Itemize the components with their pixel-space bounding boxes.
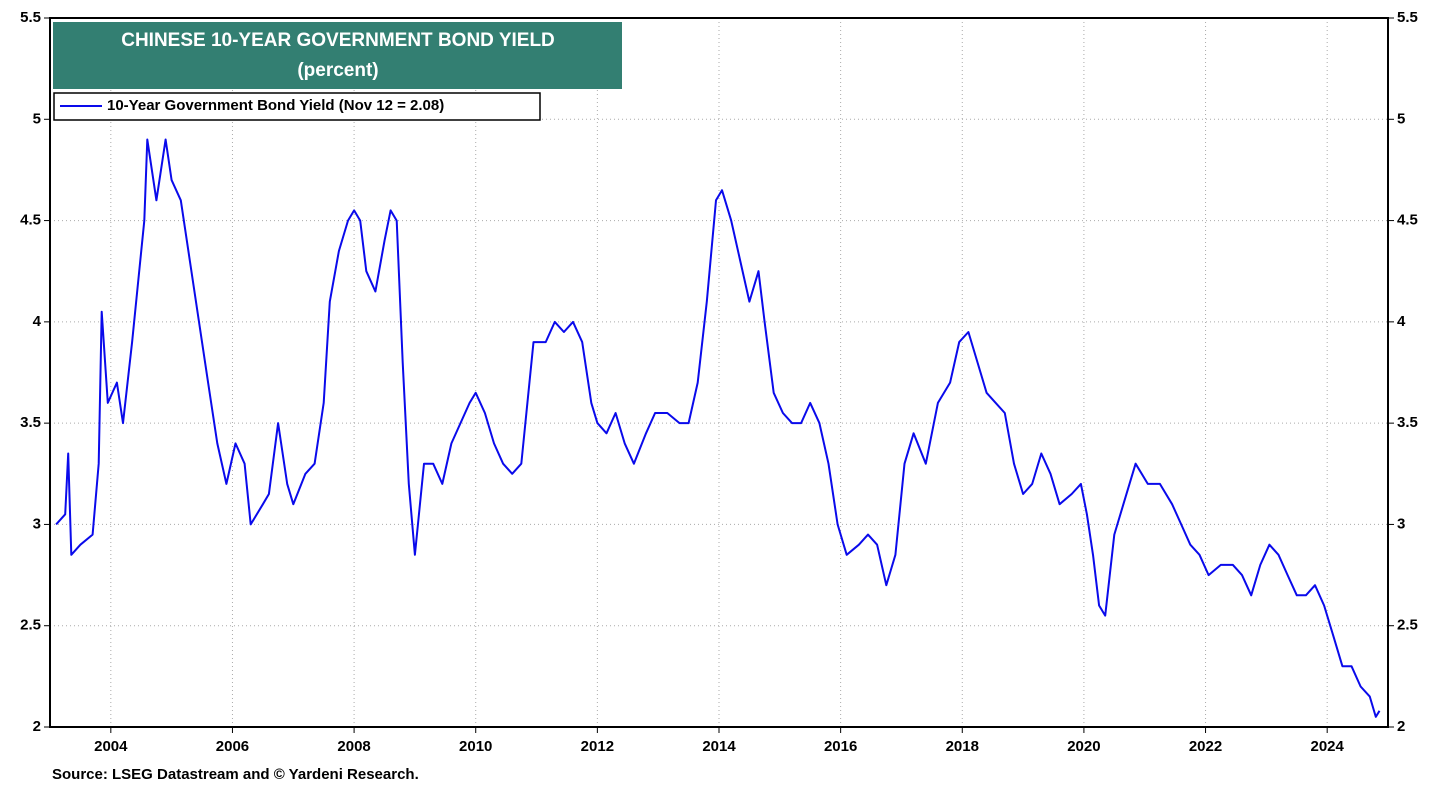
legend-box [53,92,541,121]
y2-tick-label: 3 [1397,515,1405,532]
y2-tick-label: 4.5 [1397,212,1418,229]
y-tick-label: 4 [33,313,42,330]
y2-tick-label: 4 [1397,313,1406,330]
x-tick-label: 2012 [581,738,614,755]
x-tick-label: 2024 [1310,738,1344,755]
x-tick-label: 2020 [1067,738,1100,755]
y2-tick-label: 5.5 [1397,9,1418,26]
y-tick-label: 2.5 [20,617,41,634]
y-tick-label: 3 [33,515,41,532]
x-tick-label: 2016 [824,738,857,755]
title-box [53,22,622,89]
chart-subtitle: (percent) [297,60,378,81]
x-tick-label: 2018 [946,738,979,755]
chart-title: CHINESE 10-YEAR GOVERNMENT BOND YIELD [121,30,555,51]
source: Source: LSEG Datastream and © Yardeni Re… [52,766,419,783]
y2-tick-label: 2.5 [1397,617,1418,634]
y-tick-label: 5.5 [20,9,41,26]
x-tick-label: 2010 [459,738,492,755]
y2-tick-label: 2 [1397,718,1405,735]
data-line [55,138,1381,718]
y-tick-label: 2 [33,718,41,735]
y-tick-label: 5 [33,110,41,127]
x-tick-label: 2014 [702,738,736,755]
plot-frame [49,17,1389,728]
x-tick-label: 2004 [94,738,128,755]
y2-tick-label: 5 [1397,110,1405,127]
x-tick-label: 2008 [337,738,370,755]
y-tick-label: 3.5 [20,414,41,431]
y2-tick-label: 3.5 [1397,414,1418,431]
y-tick-label: 4.5 [20,212,41,229]
legend-label: 10-Year Government Bond Yield (Nov 12 = … [107,97,444,114]
x-tick-label: 2022 [1189,738,1222,755]
x-tick-label: 2006 [216,738,249,755]
